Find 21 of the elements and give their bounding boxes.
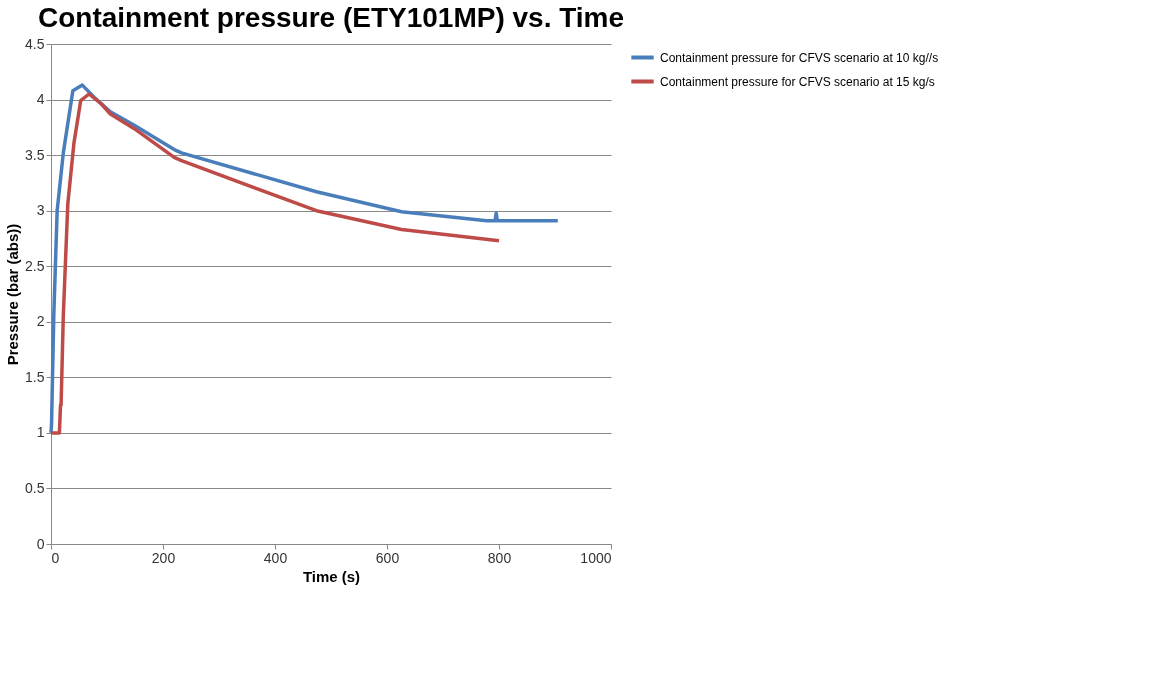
y-tick-label: 3	[36, 202, 45, 219]
x-tick-label: 800	[487, 549, 512, 566]
x-axis-title: Time (s)	[302, 567, 361, 585]
y-axis-title: Pressure (bar (abs))	[4, 223, 22, 366]
x-tick-label: 400	[263, 549, 288, 566]
y-tick-label: 4	[36, 91, 45, 108]
y-tick-label: 4.5	[25, 35, 45, 52]
y-tick-label: 0.5	[25, 479, 45, 496]
legend-label: Containment pressure for CFVS scenario at 15 kg/s	[660, 74, 935, 89]
y-tick-label: 2	[36, 313, 45, 330]
x-tick-label: 1000	[580, 549, 612, 566]
y-tick-label: 1.5	[25, 368, 45, 385]
legend-label: Containment pressure for CFVS scenario at 10 kg//s	[660, 50, 939, 65]
x-tick-label: 600	[375, 549, 400, 566]
chart-title: Containment pressure (ETY101MP) vs. Time	[37, 2, 625, 33]
y-tick-label: 0	[36, 535, 45, 552]
y-tick-label: 1	[36, 424, 45, 441]
y-tick-label: 3.5	[25, 146, 45, 163]
y-tick-label: 2.5	[25, 257, 45, 274]
x-tick-label: 200	[151, 549, 176, 566]
x-tick-label: 0	[51, 549, 60, 566]
